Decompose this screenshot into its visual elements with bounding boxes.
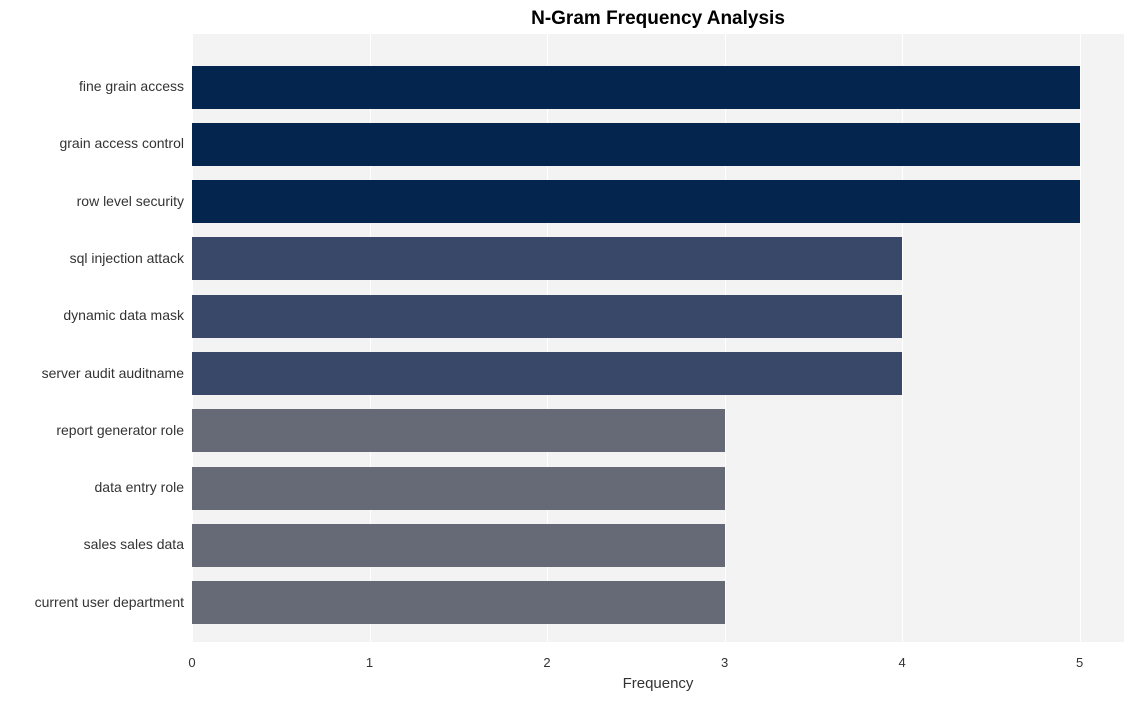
bar xyxy=(192,352,902,395)
x-tick-label: 1 xyxy=(366,655,373,670)
y-tick-label: sql injection attack xyxy=(70,250,184,266)
y-tick-label: grain access control xyxy=(59,135,184,151)
x-tick-label: 4 xyxy=(898,655,905,670)
y-tick-label: data entry role xyxy=(95,479,185,495)
y-tick-label: current user department xyxy=(35,594,184,610)
chart-title: N-Gram Frequency Analysis xyxy=(192,8,1124,30)
y-tick-label: server audit auditname xyxy=(42,365,184,381)
plot-area xyxy=(192,34,1124,642)
y-tick-label: report generator role xyxy=(56,422,184,438)
ngram-frequency-chart: N-Gram Frequency Analysis Frequency fine… xyxy=(0,0,1132,701)
x-tick-label: 0 xyxy=(188,655,195,670)
bar xyxy=(192,581,725,624)
x-axis-label: Frequency xyxy=(192,675,1124,692)
bar xyxy=(192,180,1080,223)
bar xyxy=(192,66,1080,109)
bar xyxy=(192,467,725,510)
bar xyxy=(192,409,725,452)
y-tick-label: sales sales data xyxy=(84,536,184,552)
bar xyxy=(192,237,902,280)
x-tick-label: 3 xyxy=(721,655,728,670)
x-tick-label: 5 xyxy=(1076,655,1083,670)
y-tick-label: dynamic data mask xyxy=(63,307,184,323)
bar xyxy=(192,524,725,567)
bar xyxy=(192,123,1080,166)
y-tick-label: row level security xyxy=(77,193,184,209)
x-tick-label: 2 xyxy=(543,655,550,670)
gridline xyxy=(1080,34,1081,642)
y-tick-label: fine grain access xyxy=(79,78,184,94)
bar xyxy=(192,295,902,338)
